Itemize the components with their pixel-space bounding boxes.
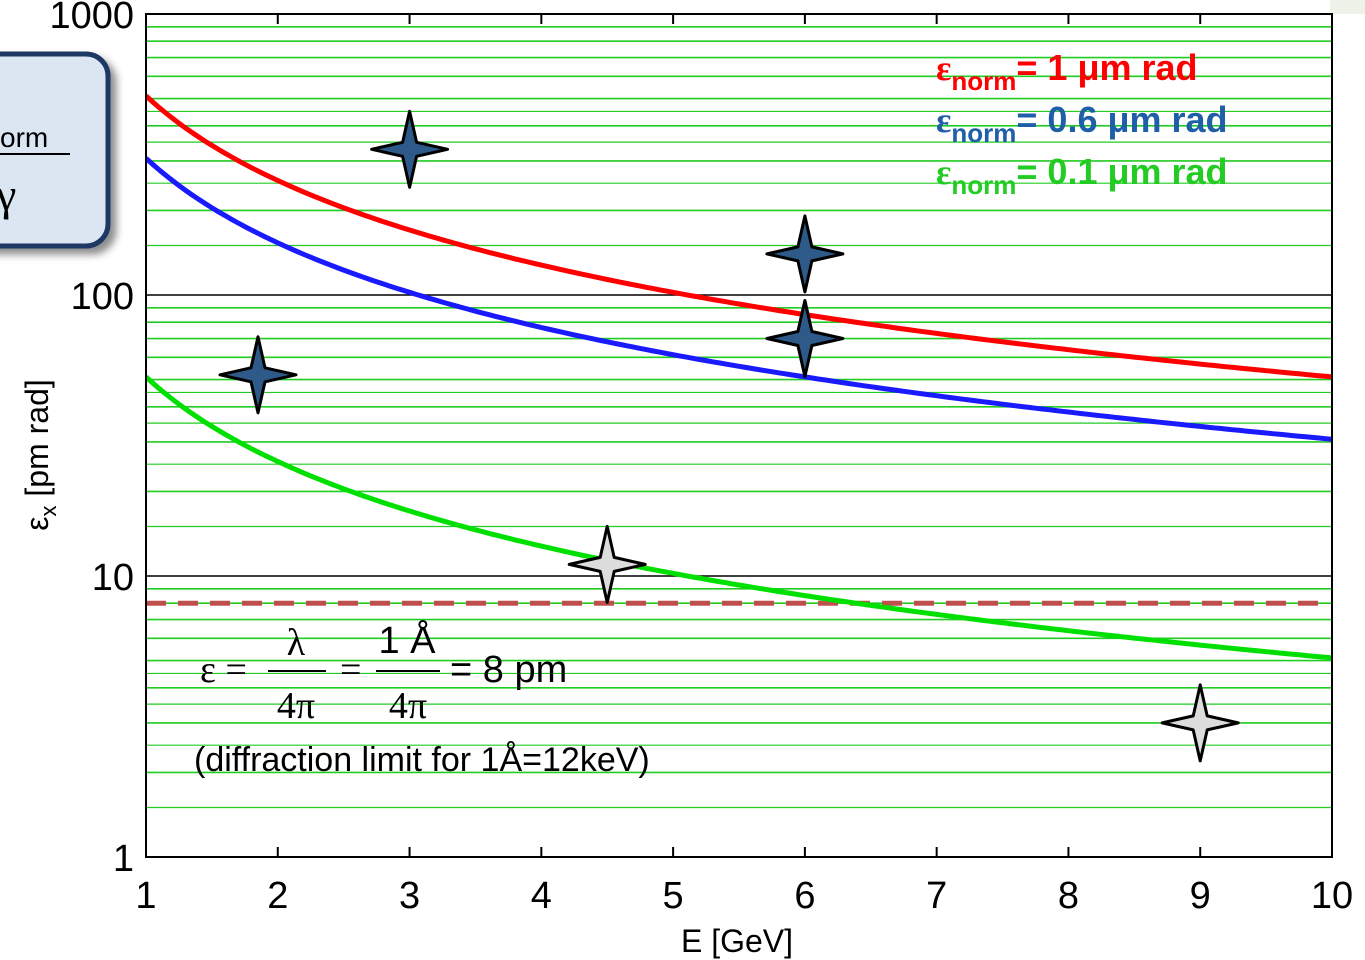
star-marker	[370, 109, 450, 189]
x-tick-label: 4	[531, 875, 552, 917]
x-tick-label: 3	[399, 875, 420, 917]
formula-frac2-den: 4π	[389, 685, 427, 727]
inset-box-bg	[0, 51, 111, 249]
y-axis-title: εx [pm rad]	[19, 379, 61, 531]
legend: εnorm= 1 μm rad εnorm= 0.6 μm rad εnorm=…	[936, 47, 1228, 200]
star-marker	[1160, 683, 1240, 763]
x-tick-label: 9	[1190, 875, 1211, 917]
y-tick-label: 1000	[49, 0, 134, 37]
formula-rhs: = 8 pm	[450, 649, 567, 691]
y-tick-label: 10	[92, 557, 134, 599]
emittance-curves	[146, 94, 1332, 661]
top-frame-strip	[1330, 0, 1365, 14]
x-tick-label: 10	[1311, 875, 1353, 917]
grid	[146, 26, 1332, 809]
inset-fragment-top: orm	[0, 122, 48, 153]
inset-fragment-bottom: γ	[0, 169, 16, 220]
formula-frac2-num: 1 Å	[378, 618, 436, 662]
plot-frame	[145, 13, 1333, 858]
x-tick-label: 1	[135, 875, 156, 917]
diffraction-annotation: (diffraction limit for 1Å=12keV)	[194, 741, 650, 779]
legend-entry-0.1um: εnorm= 0.1 μm rad	[936, 151, 1228, 200]
x-tick-label: 2	[267, 875, 288, 917]
formula-lhs: ε =	[200, 649, 247, 691]
formula-frac1-den: 4π	[277, 685, 315, 727]
machine-markers	[218, 109, 1240, 763]
x-tick-label: 5	[663, 875, 684, 917]
star-marker	[765, 299, 845, 378]
x-tick-label: 6	[794, 875, 815, 917]
axis-ticks: 1 2 3 4 5 6 7 8 9 10 1 10 100 1000	[49, 0, 1353, 917]
y-tick-label: 100	[71, 276, 134, 318]
x-tick-label: 7	[926, 875, 947, 917]
star-marker	[218, 335, 298, 415]
inset-formula-box: orm γ	[0, 51, 111, 249]
formula-eq1: =	[340, 649, 361, 691]
curve-series-1	[146, 156, 1332, 442]
curve-series-0	[146, 94, 1332, 380]
curve-series-2	[146, 375, 1332, 661]
x-axis-title: E [GeV]	[681, 923, 793, 959]
star-marker	[765, 214, 845, 294]
formula-frac1-num: λ	[287, 622, 306, 664]
diffraction-formula: ε = λ 4π = 1 Å 4π = 8 pm	[200, 618, 567, 727]
legend-entry-0.6um: εnorm= 0.6 μm rad	[936, 99, 1228, 148]
legend-entry-1um: εnorm= 1 μm rad	[936, 47, 1198, 96]
x-tick-label: 8	[1058, 875, 1079, 917]
y-tick-label: 1	[113, 838, 134, 880]
star-marker	[567, 524, 647, 604]
